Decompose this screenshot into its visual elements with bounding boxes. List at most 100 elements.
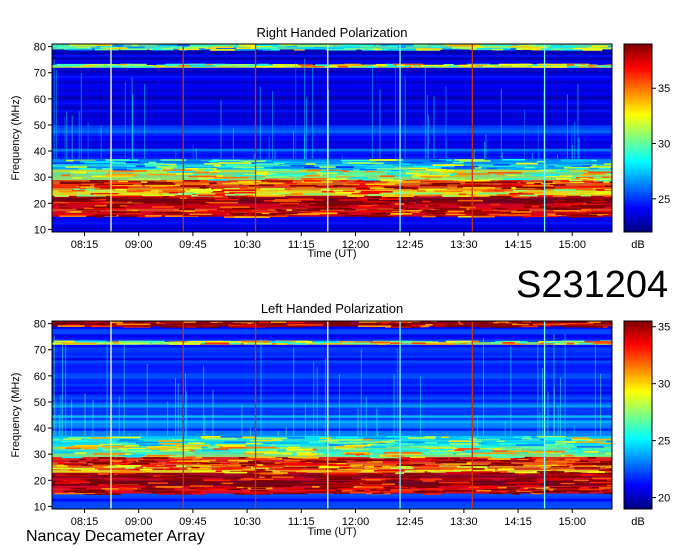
heatmap-speckle <box>200 202 209 205</box>
heatmap-streak <box>539 412 541 436</box>
heatmap-speckle <box>301 178 327 180</box>
heatmap-speckle <box>174 209 208 212</box>
heatmap-speckle <box>443 447 457 450</box>
heatmap-speckle <box>287 324 324 326</box>
heatmap-speckle <box>247 448 279 451</box>
heatmap-speckle <box>579 491 590 494</box>
heatmap-row <box>52 493 612 497</box>
heatmap-speckle <box>177 460 197 463</box>
heatmap-speckle <box>492 450 512 452</box>
heatmap-row <box>52 409 612 413</box>
heatmap-speckle <box>90 193 119 195</box>
heatmap-speckle <box>454 165 479 168</box>
heatmap-speckle <box>553 481 584 483</box>
heatmap-speckle <box>192 201 211 203</box>
heatmap-speckle <box>202 449 223 452</box>
heatmap-speckle <box>432 182 461 185</box>
heatmap-speckle <box>511 196 530 198</box>
heatmap-speckle <box>157 201 187 203</box>
heatmap-speckle <box>145 454 177 457</box>
heatmap-speckle <box>321 342 355 345</box>
heatmap-speckle <box>182 171 217 174</box>
heatmap-speckle <box>75 186 96 188</box>
heatmap-speckle <box>459 206 476 209</box>
heatmap-speckle <box>557 201 575 204</box>
heatmap-speckle <box>547 213 556 216</box>
heatmap-speckle <box>358 321 391 323</box>
heatmap-speckle <box>524 203 543 205</box>
heatmap-streak <box>504 420 506 436</box>
heatmap-speckle <box>376 488 385 490</box>
heatmap-speckle <box>352 487 382 490</box>
heatmap-speckle <box>504 472 514 475</box>
heatmap-speckle <box>344 444 372 447</box>
panel-left: Left Handed Polarization1020304050607080… <box>10 301 670 538</box>
heatmap-row <box>52 119 612 123</box>
heatmap-speckle <box>158 493 175 495</box>
heatmap-speckle <box>386 455 404 457</box>
heatmap-speckle <box>261 325 297 328</box>
heatmap-speckle <box>142 191 157 194</box>
heatmap-speckle <box>414 189 447 191</box>
heatmap-speckle <box>75 166 109 169</box>
heatmap-row <box>52 67 612 71</box>
heatmap-speckle <box>98 457 115 459</box>
heatmap-speckle <box>69 44 96 47</box>
heatmap <box>52 44 612 232</box>
heatmap-streak <box>365 396 367 436</box>
heatmap-speckle <box>430 160 446 162</box>
heatmap-speckle <box>528 488 536 490</box>
heatmap-row <box>52 83 612 87</box>
heatmap-speckle <box>55 474 91 477</box>
heatmap-speckle <box>53 186 81 189</box>
heatmap-row <box>52 396 612 400</box>
heatmap-row <box>52 91 612 94</box>
heatmap-speckle <box>444 65 458 68</box>
heatmap-speckle <box>373 169 392 172</box>
heatmap-speckle <box>239 175 265 178</box>
heatmap-streak <box>500 88 502 159</box>
heatmap-streak <box>573 425 575 436</box>
heatmap-speckle <box>53 201 71 204</box>
heatmap-streak <box>510 345 512 436</box>
heatmap-speckle <box>68 473 88 476</box>
heatmap-streak <box>541 367 543 436</box>
heatmap-row <box>52 182 612 186</box>
heatmap-streak <box>427 114 429 159</box>
heatmap-speckle <box>152 186 181 189</box>
heatmap-speckle <box>160 159 187 161</box>
heatmap-speckle <box>479 487 498 490</box>
heatmap-speckle <box>113 170 147 172</box>
heatmap-speckle <box>213 448 229 450</box>
plot-frame <box>51 320 613 510</box>
heatmap-row <box>52 336 612 340</box>
heatmap-speckle <box>545 175 573 178</box>
heatmap-speckle <box>173 479 204 482</box>
heatmap-speckle <box>332 469 362 472</box>
heatmap-streak <box>395 63 397 159</box>
heatmap-speckle <box>496 173 505 176</box>
heatmap-speckle <box>102 445 133 448</box>
heatmap-speckle <box>292 181 302 184</box>
heatmap-row <box>52 62 612 66</box>
heatmap-speckle <box>385 210 406 213</box>
heatmap-speckle <box>498 322 505 325</box>
heatmap-speckle <box>536 464 567 467</box>
heatmap-speckle <box>502 342 515 344</box>
heatmap-speckle <box>576 446 604 448</box>
heatmap-streak <box>396 348 398 436</box>
heatmap-streak <box>572 145 574 159</box>
heatmap-speckle <box>208 191 225 193</box>
heatmap-row <box>52 428 612 431</box>
heatmap-speckle <box>455 479 482 481</box>
heatmap-speckle <box>126 188 133 191</box>
heatmap-speckle <box>245 442 267 445</box>
heatmap-speckle <box>95 65 123 68</box>
heatmap-speckle <box>154 47 174 50</box>
heatmap-row <box>52 88 612 92</box>
heatmap-speckle <box>272 200 302 202</box>
heatmap-speckle <box>138 452 157 454</box>
heatmap-speckle <box>202 462 220 465</box>
heatmap-speckle <box>600 445 612 447</box>
heatmap-speckle <box>228 212 250 215</box>
